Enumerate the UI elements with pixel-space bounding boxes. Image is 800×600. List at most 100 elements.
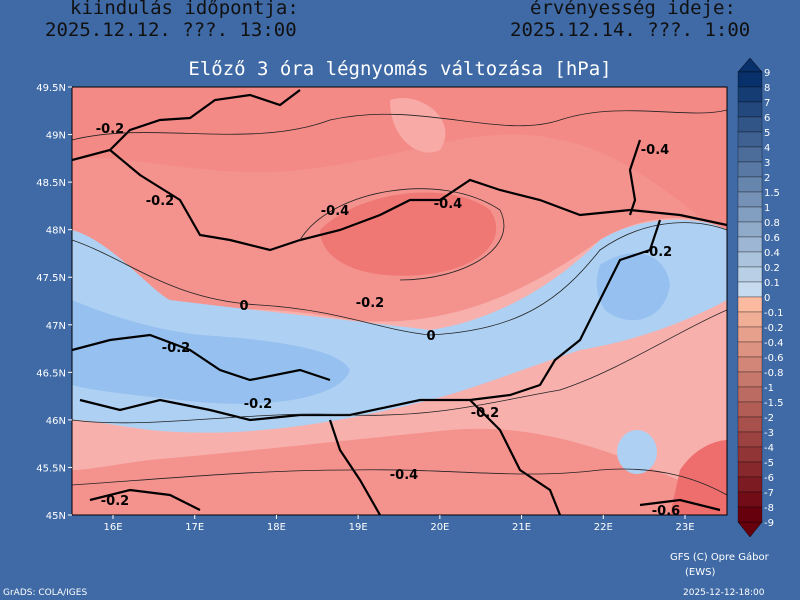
colorbar-label: -1.5 — [764, 398, 784, 409]
colorbar-label: -7 — [764, 488, 774, 499]
colorbar-box — [737, 431, 763, 448]
lon-label: 18E — [267, 522, 286, 533]
colorbar-box — [737, 446, 763, 463]
colorbar-box — [737, 506, 763, 523]
colorbar-box — [737, 341, 763, 358]
colorbar-label: -0.6 — [764, 353, 784, 364]
contour-label: -0.2 — [146, 194, 174, 209]
map-frame — [71, 86, 728, 516]
colorbar-label: -6 — [764, 473, 774, 484]
lat-label: 45.5N — [36, 463, 66, 474]
lat-label: 45N — [46, 511, 66, 522]
colorbar-box — [737, 401, 763, 418]
colorbar-bottom — [737, 521, 763, 538]
colorbar-box — [737, 101, 763, 118]
colorbar-label: 0.4 — [764, 248, 780, 259]
colorbar-box — [737, 131, 763, 148]
contour-label: -0.2 — [96, 122, 124, 137]
colorbar-label: 5 — [764, 128, 770, 139]
colorbar-box — [737, 251, 763, 268]
colorbar-box — [737, 416, 763, 433]
colorbar-label: 0 — [764, 293, 770, 304]
colorbar-box — [737, 161, 763, 178]
lat-label: 47.5N — [36, 273, 66, 284]
colorbar-label: -1 — [764, 383, 774, 394]
contour-label: -0.2 — [244, 397, 272, 412]
colorbar-box — [737, 266, 763, 283]
software: GrADS: COLA/IGES — [3, 588, 87, 598]
colorbar-label: 0.1 — [764, 278, 780, 289]
colorbar-box — [737, 326, 763, 343]
colorbar-box — [737, 191, 763, 208]
colorbar-box — [737, 86, 763, 103]
colorbar-label: 1 — [764, 203, 770, 214]
colorbar-label: 1.5 — [764, 188, 780, 199]
valid-time: 2025.12.14. ???. 1:00 — [510, 19, 750, 41]
colorbar-box — [737, 206, 763, 223]
colorbar-label: -0.1 — [764, 308, 784, 319]
colorbar-box — [737, 491, 763, 508]
lon-label: 21E — [512, 522, 531, 533]
contour-label: -0.2 — [162, 341, 190, 356]
lat-label: 48N — [46, 226, 66, 237]
contour-label: -0.4 — [641, 143, 669, 158]
lon-label: 23E — [675, 522, 694, 533]
colorbar-label: 9 — [764, 68, 770, 79]
lat-label: 49N — [46, 131, 66, 142]
colorbar-box — [737, 371, 763, 388]
lon-label: 19E — [349, 522, 368, 533]
colorbar-label: 3 — [764, 158, 770, 169]
contour-label: 0 — [426, 329, 435, 344]
contour-label: -0.2 — [356, 296, 384, 311]
contour-label: -0.4 — [434, 197, 462, 212]
credit-sub: (EWS) — [685, 567, 715, 578]
colorbar-label: 0.2 — [764, 263, 780, 274]
credit: GFS (C) Opre Gábor — [670, 551, 770, 563]
colorbar-label: -3 — [764, 428, 774, 439]
colorbar-label: -2 — [764, 413, 774, 424]
colorbar-label: 2 — [764, 173, 770, 184]
colorbar-label: -0.2 — [764, 323, 784, 334]
colorbar-label: -0.4 — [764, 338, 784, 349]
contour-label: -0.4 — [390, 468, 418, 483]
colorbar-label: 7 — [764, 98, 770, 109]
colorbar-box — [737, 116, 763, 133]
colorbar-box — [737, 221, 763, 238]
colorbar-label: 0.8 — [764, 218, 780, 229]
contour-label: -0.2 — [471, 406, 499, 421]
colorbar-box — [737, 281, 763, 298]
colorbar-box — [737, 176, 763, 193]
contour-label: -0.2 — [101, 494, 129, 509]
colorbar-box — [737, 146, 763, 163]
lon-label: 16E — [103, 522, 122, 533]
lat-label: 47N — [46, 321, 66, 332]
colorbar-box — [737, 356, 763, 373]
valid-label: érvényesség ideje: — [530, 0, 736, 19]
lat-label: 46N — [46, 416, 66, 427]
contour-label: -0.4 — [321, 204, 349, 219]
colorbar-label: 4 — [764, 143, 770, 154]
colorbar-label: -9 — [764, 518, 774, 529]
colorbar-box — [737, 311, 763, 328]
colorbar-label: 8 — [764, 83, 770, 94]
contour-label: -0.6 — [652, 504, 680, 519]
colorbar-label: -0.8 — [764, 368, 784, 379]
lat-label: 48.5N — [36, 178, 66, 189]
timestamp: 2025-12-12-18:00 — [683, 588, 765, 598]
colorbar-box — [737, 476, 763, 493]
map-title: Előző 3 óra légnyomás változása [hPa] — [188, 58, 611, 80]
map-field — [72, 87, 727, 515]
colorbar-box — [737, 71, 763, 88]
start-time: 2025.12.12. ???. 13:00 — [45, 19, 297, 41]
lon-label: 20E — [430, 522, 449, 533]
contour-label: 0 — [239, 299, 248, 314]
start-label: kiindulás időpontja: — [70, 0, 299, 19]
lon-label: 17E — [185, 522, 204, 533]
lat-label: 46.5N — [36, 368, 66, 379]
lat-label: 49.5N — [36, 83, 66, 94]
colorbar-box — [737, 296, 763, 313]
lon-label: 22E — [594, 522, 613, 533]
colorbar-top — [737, 57, 763, 73]
colorbar-label: 6 — [764, 113, 770, 124]
